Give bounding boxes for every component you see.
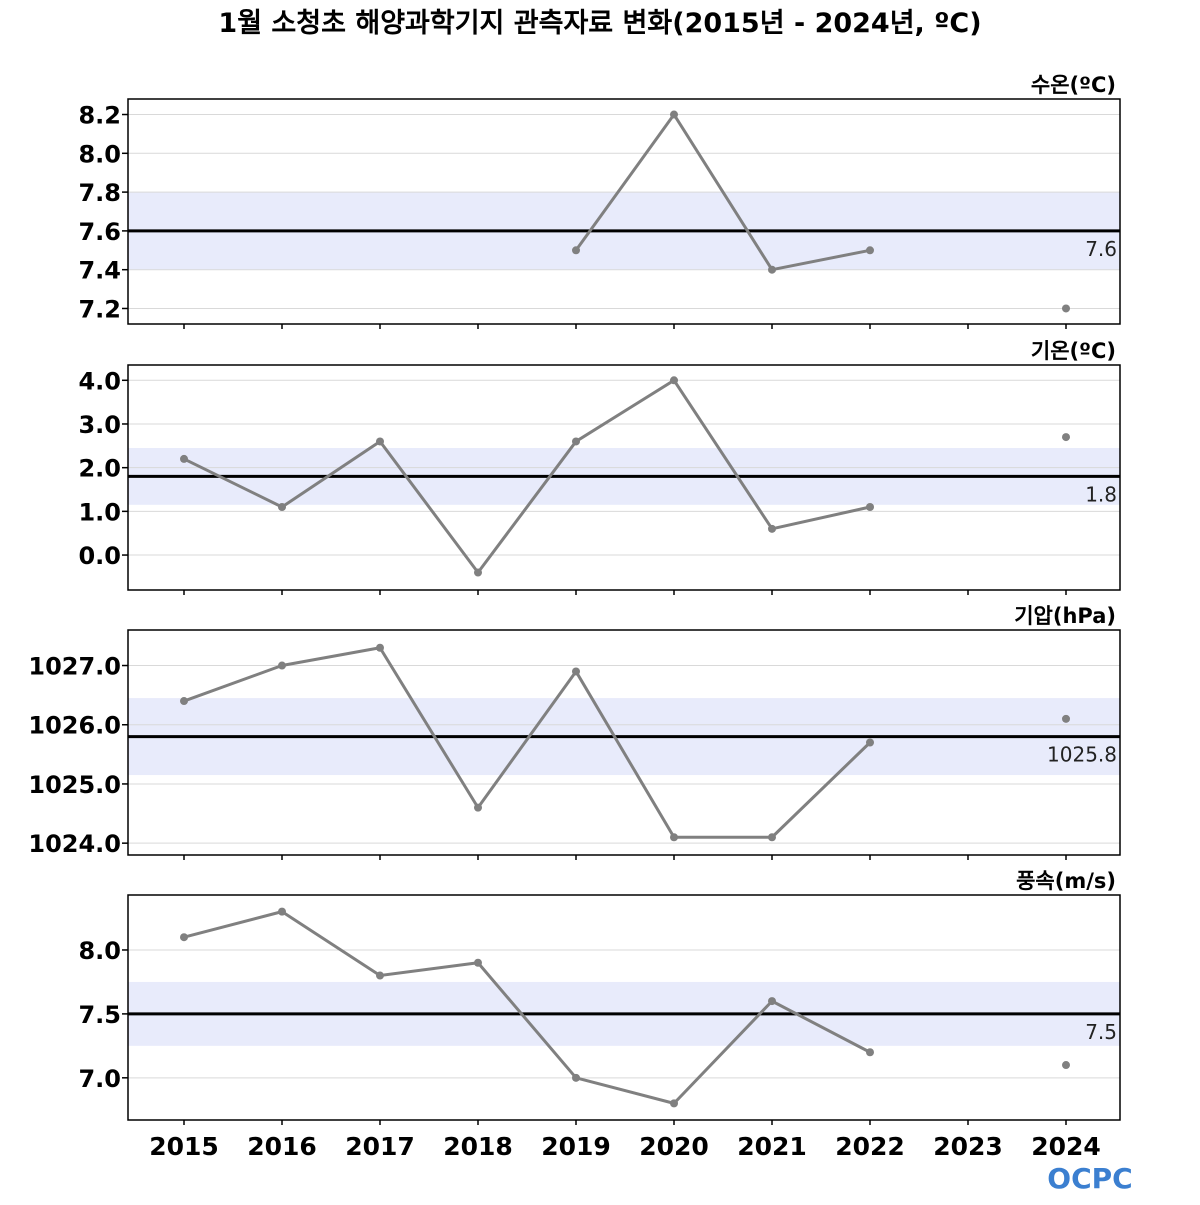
data-point — [278, 502, 286, 511]
panel-2: 1024.0 1025.0 1026.0 1027.0 1025.8 기압(hPa) — [28, 604, 1121, 860]
y-tick-label: 3.0 — [78, 411, 121, 439]
data-point — [572, 667, 580, 676]
data-point — [180, 933, 188, 942]
data-point — [474, 568, 482, 577]
data-point — [670, 833, 678, 842]
data-point — [1062, 433, 1070, 442]
x-tick-label: 2024 — [1031, 1132, 1101, 1161]
data-point — [866, 502, 874, 511]
panel-frame — [127, 629, 1121, 856]
panel-frame — [127, 98, 1121, 325]
data-point — [572, 1073, 580, 1082]
chart-title: 1월 소청초 해양과학기지 관측자료 변화(2015년 - 2024년, ºC) — [218, 8, 981, 39]
data-point — [376, 971, 384, 980]
x-tick-label: 2015 — [149, 1132, 219, 1161]
data-point — [866, 246, 874, 255]
data-point — [670, 110, 678, 119]
data-point — [376, 643, 384, 652]
y-tick-label: 1024.0 — [28, 830, 121, 858]
y-tick-label: 4.0 — [78, 367, 121, 395]
panel-frame — [127, 894, 1121, 1121]
x-tick-label: 2019 — [541, 1132, 611, 1161]
data-point — [670, 1099, 678, 1108]
data-point — [376, 437, 384, 446]
y-tick-label: 7.2 — [78, 295, 121, 323]
series-line — [183, 646, 872, 839]
panel-frame — [127, 364, 1121, 591]
mean-label: 1025.8 — [1047, 743, 1117, 767]
y-tick-label: 0.0 — [78, 542, 121, 570]
data-point — [474, 958, 482, 967]
data-point — [474, 803, 482, 812]
mean-label: 7.5 — [1085, 1020, 1117, 1044]
data-point — [670, 376, 678, 385]
data-point — [278, 907, 286, 916]
data-point — [1062, 714, 1070, 723]
panel-title: 기압(hPa) — [1014, 604, 1116, 628]
x-axis: 2015 2016 2017 2018 2019 2020 2021 2022 2023 2024 — [149, 1132, 1101, 1161]
y-tick-label: 7.4 — [78, 257, 121, 285]
data-point — [866, 1048, 874, 1057]
series-line — [574, 113, 871, 272]
panel-3: 7.0 7.5 8.0 7.5 풍속(m/s) — [78, 869, 1121, 1125]
x-tick-label: 2020 — [639, 1132, 709, 1161]
data-point — [768, 524, 776, 533]
y-tick-label: 7.6 — [78, 218, 121, 246]
y-tick-label: 8.2 — [78, 102, 121, 130]
data-point — [768, 997, 776, 1006]
series-line — [183, 378, 871, 575]
data-point — [768, 265, 776, 274]
panel-title: 수온(ºC) — [1031, 73, 1116, 97]
x-tick-label: 2017 — [345, 1132, 415, 1161]
x-tick-label: 2023 — [933, 1132, 1003, 1161]
x-tick-label: 2018 — [443, 1132, 513, 1161]
panel-title: 풍속(m/s) — [1016, 869, 1116, 893]
panel-1: 0.0 1.0 2.0 3.0 4.0 1.8 기온(ºC) — [78, 339, 1121, 595]
y-tick-label: 1026.0 — [28, 712, 121, 740]
data-point — [572, 437, 580, 446]
x-tick-label: 2021 — [737, 1132, 807, 1161]
data-point — [278, 661, 286, 670]
y-tick-label: 7.5 — [78, 1001, 121, 1029]
chart-panels: 7.2 7.4 7.6 7.8 8.0 8.2 7.6 수온(ºC) 0.0 1.0 2.0 3.0 4… — [28, 73, 1121, 1125]
data-point — [180, 454, 188, 463]
data-point — [768, 833, 776, 842]
panel-title: 기온(ºC) — [1031, 339, 1116, 363]
x-tick-label: 2022 — [835, 1132, 905, 1161]
mean-label: 1.8 — [1085, 482, 1117, 506]
y-tick-label: 1025.0 — [28, 771, 121, 799]
y-tick-label: 8.0 — [78, 937, 121, 965]
ocpc-logo: OCPC — [1047, 1162, 1132, 1195]
data-point — [180, 697, 188, 706]
data-point — [1062, 304, 1070, 313]
data-point — [1062, 1061, 1070, 1070]
data-point — [866, 738, 874, 747]
y-tick-label: 7.0 — [78, 1065, 121, 1093]
y-tick-label: 7.8 — [78, 179, 121, 207]
data-point — [572, 246, 580, 255]
y-tick-label: 8.0 — [78, 140, 121, 168]
y-tick-label: 1.0 — [78, 498, 121, 526]
mean-label: 7.6 — [1085, 237, 1117, 261]
y-tick-label: 1027.0 — [28, 653, 121, 681]
y-tick-label: 2.0 — [78, 455, 121, 483]
panel-0: 7.2 7.4 7.6 7.8 8.0 8.2 7.6 수온(ºC) — [78, 73, 1121, 329]
x-tick-label: 2016 — [247, 1132, 317, 1161]
series-line — [183, 910, 871, 1105]
